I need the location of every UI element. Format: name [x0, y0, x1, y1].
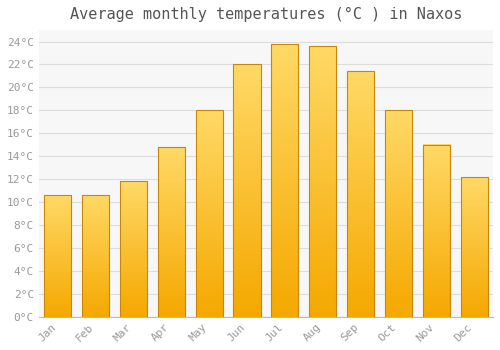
- Bar: [460, 177, 488, 317]
- Bar: [385, 110, 412, 317]
- Bar: [234, 64, 260, 317]
- Bar: [120, 181, 147, 317]
- Title: Average monthly temperatures (°C ) in Naxos: Average monthly temperatures (°C ) in Na…: [70, 7, 462, 22]
- Bar: [44, 195, 72, 317]
- Bar: [82, 195, 109, 317]
- Bar: [271, 44, 298, 317]
- Bar: [158, 147, 185, 317]
- Bar: [196, 110, 223, 317]
- Bar: [309, 46, 336, 317]
- Bar: [422, 145, 450, 317]
- Bar: [347, 71, 374, 317]
